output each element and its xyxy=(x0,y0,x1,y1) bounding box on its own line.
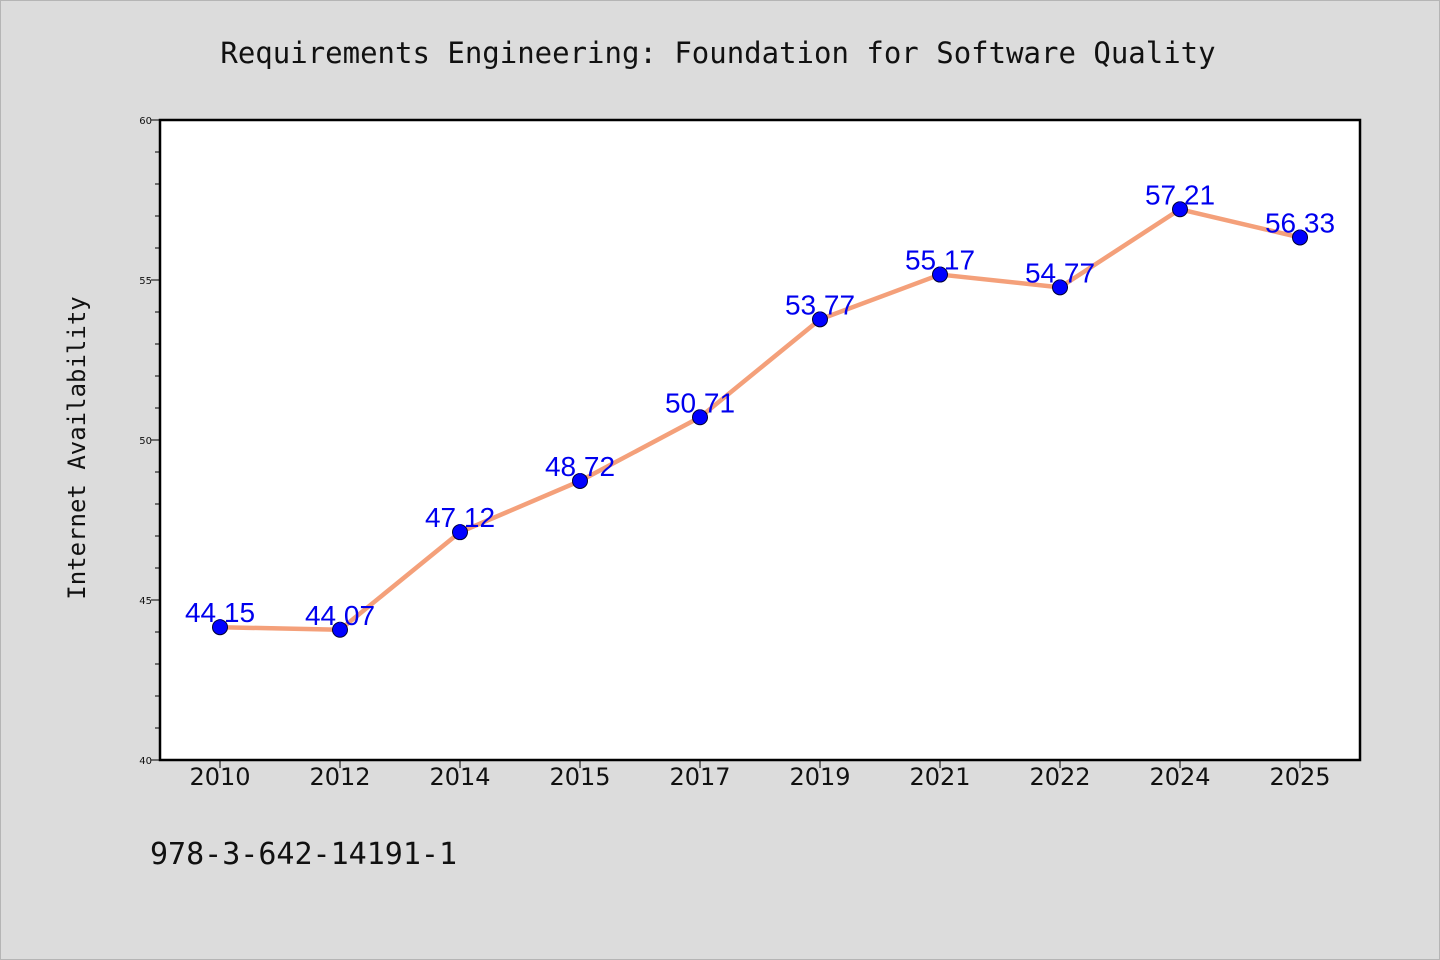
x-tick-label: 2021 xyxy=(909,763,970,791)
x-tick-label: 2017 xyxy=(669,763,730,791)
data-point xyxy=(452,524,468,541)
x-tick-label: 2019 xyxy=(789,763,850,791)
isbn-footer: 978-3-642-14191-1 xyxy=(150,837,457,872)
data-label: 44.07 xyxy=(305,600,375,631)
x-tick-label: 2015 xyxy=(549,763,610,791)
y-tick-label: 45 xyxy=(139,596,152,607)
x-tick-label: 2014 xyxy=(429,763,490,791)
data-label: 53.77 xyxy=(785,289,855,320)
x-tick-label: 2024 xyxy=(1149,763,1210,791)
data-label: 48.72 xyxy=(545,451,615,482)
data-point xyxy=(1052,279,1068,296)
data-label: 54.77 xyxy=(1025,257,1095,288)
x-tick-label: 2012 xyxy=(309,763,370,791)
chart-title: Requirements Engineering: Foundation for… xyxy=(220,36,1215,70)
y-axis: 40 45 50 55 60 xyxy=(139,116,160,767)
y-tick-label: 55 xyxy=(139,276,152,287)
data-point xyxy=(332,621,348,638)
y-tick-label: 40 xyxy=(139,756,152,767)
data-label: 47.12 xyxy=(425,502,495,533)
y-tick-label: 50 xyxy=(139,436,152,447)
data-label: 50.71 xyxy=(665,387,735,418)
data-point xyxy=(1172,201,1188,218)
data-label: 44.15 xyxy=(185,597,255,628)
data-label: 55.17 xyxy=(905,245,975,276)
series-line xyxy=(217,207,1303,633)
x-tick-label: 2022 xyxy=(1029,763,1090,791)
y-axis-label: Internet Availability xyxy=(63,296,91,599)
data-label: 56.33 xyxy=(1265,207,1335,238)
data-point xyxy=(692,409,708,426)
series-group: 44.15 44.07 47.12 48.72 50.71 53.77 55.17 54.77… xyxy=(185,179,1335,638)
y-tick-label: 60 xyxy=(139,116,152,127)
data-label: 57.21 xyxy=(1145,179,1215,210)
x-axis: 2010 2012 2014 2015 2017 2019 2021 2022 2024 2025 xyxy=(189,760,1331,791)
plot-area xyxy=(158,118,1362,762)
data-point xyxy=(212,619,228,636)
data-point xyxy=(572,472,588,489)
x-tick-label: 2025 xyxy=(1269,763,1330,791)
x-tick-label: 2010 xyxy=(189,763,250,791)
data-point xyxy=(1292,229,1308,246)
data-point xyxy=(932,266,948,283)
data-point xyxy=(812,311,828,328)
